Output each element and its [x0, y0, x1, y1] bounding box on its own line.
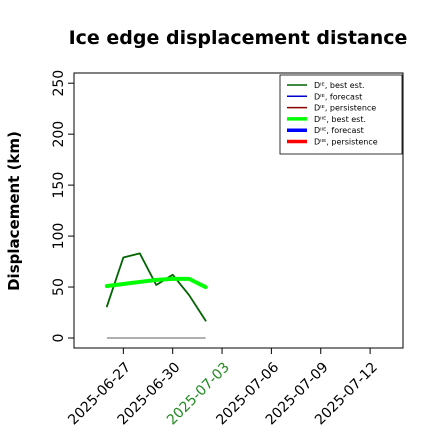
plot-frame: [73, 72, 404, 349]
y-tick-label: 150: [51, 172, 67, 199]
legend-label: Dᴵᴵᴱ, best est.: [314, 115, 366, 124]
chart-title: Ice edge displacement distance: [69, 27, 408, 49]
series-lines: [104, 252, 208, 339]
legend-label: Dᴵᴱ, persistence: [314, 104, 376, 113]
legend: Dᴵᴱ, best est. Dᴵᴱ, forecast Dᴵᴱ, persiste…: [279, 74, 403, 155]
legend-label: Dᴵᴵᴱ, persistence: [314, 138, 378, 147]
legend-label: Dᴵᴱ, best est.: [314, 81, 365, 90]
legend-label: Dᴵᴵᴱ, forecast: [314, 126, 364, 135]
series-line: [106, 252, 207, 322]
y-tick-label: 0: [51, 334, 67, 343]
y-tick-label: 200: [51, 121, 67, 148]
y-tick-label: 100: [51, 223, 67, 250]
series-line: [104, 276, 208, 290]
y-tick-label: 250: [51, 70, 67, 97]
y-axis-label: Displacement (km): [5, 131, 23, 291]
y-tick-label: 50: [51, 278, 67, 296]
y-ticks: 0 50 100 150 200 250: [51, 70, 74, 343]
legend-label: Dᴵᴱ, forecast: [314, 92, 362, 101]
x-ticks: 2025-06-272025-06-302025-07-032025-07-06…: [65, 348, 381, 428]
